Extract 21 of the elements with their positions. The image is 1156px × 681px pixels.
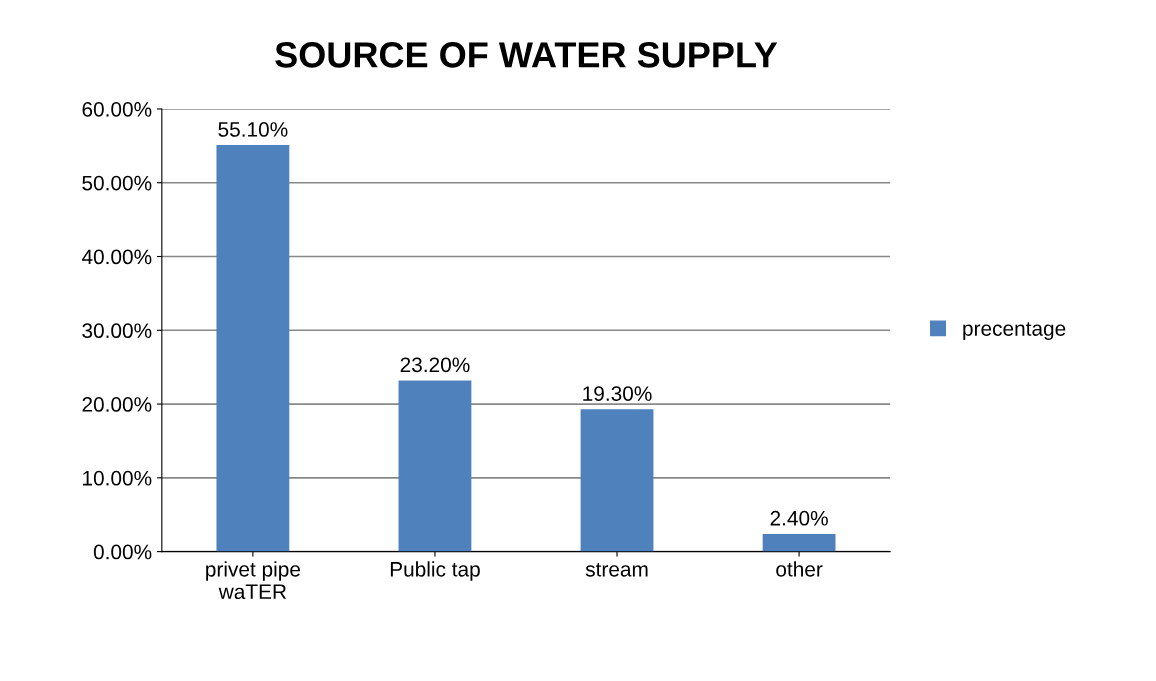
- y-tick-label: 60.00%: [82, 101, 152, 117]
- data-label: 2.40%: [770, 510, 828, 526]
- x-tick-label: Public tap: [390, 561, 480, 581]
- data-label: 55.10%: [218, 122, 288, 137]
- chart-title: SOURCE OF WATER SUPPLY: [275, 42, 778, 68]
- bar: [762, 533, 836, 552]
- y-tick-label: 30.00%: [82, 323, 152, 339]
- data-label: 19.30%: [583, 386, 652, 401]
- legend-label: precentage: [963, 322, 1066, 340]
- x-tick-label: stream: [585, 562, 648, 577]
- y-tick-label: 0.00%: [93, 544, 152, 560]
- y-tick-label: 40.00%: [81, 249, 152, 265]
- y-tick-label: 20.00%: [82, 397, 152, 412]
- x-tick-label: privet pipe waTER: [206, 561, 301, 600]
- bar: [216, 145, 290, 552]
- data-label: 23.20%: [400, 357, 470, 373]
- bar: [398, 380, 472, 552]
- y-tick-label: 10.00%: [83, 470, 152, 486]
- x-tick-label: other: [776, 561, 823, 577]
- bar: [580, 409, 654, 552]
- y-tick-label: 50.00%: [82, 175, 152, 191]
